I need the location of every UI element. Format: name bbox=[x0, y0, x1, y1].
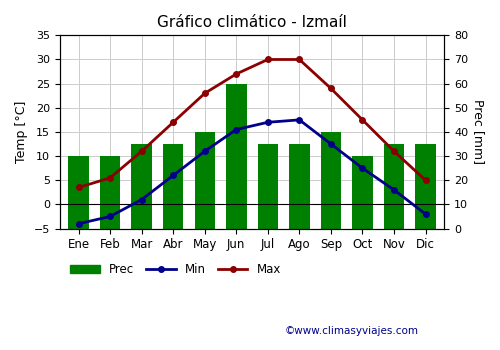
Bar bbox=[132, 144, 152, 229]
Max bbox=[265, 57, 271, 62]
Max bbox=[234, 72, 239, 76]
Min bbox=[170, 173, 176, 177]
Min bbox=[202, 149, 208, 153]
Min bbox=[234, 127, 239, 132]
Bar bbox=[226, 84, 246, 229]
Bar bbox=[352, 156, 372, 229]
Min bbox=[328, 142, 334, 146]
Max bbox=[170, 120, 176, 124]
Title: Gráfico climático - Izmaíl: Gráfico climático - Izmaíl bbox=[157, 15, 347, 30]
Min bbox=[360, 166, 366, 170]
Min bbox=[107, 215, 113, 219]
Max bbox=[360, 118, 366, 122]
Bar bbox=[320, 132, 341, 229]
Min bbox=[76, 222, 82, 226]
Max bbox=[422, 178, 428, 182]
Bar bbox=[289, 144, 310, 229]
Line: Min: Min bbox=[76, 117, 428, 226]
Max bbox=[296, 57, 302, 62]
Bar bbox=[258, 144, 278, 229]
Max bbox=[202, 91, 208, 96]
Max bbox=[76, 186, 82, 190]
Max bbox=[138, 149, 144, 153]
Text: ©www.climasyviajes.com: ©www.climasyviajes.com bbox=[285, 326, 419, 336]
Min bbox=[422, 212, 428, 216]
Max bbox=[107, 176, 113, 180]
Bar bbox=[384, 144, 404, 229]
Max bbox=[328, 86, 334, 91]
Bar bbox=[100, 156, 120, 229]
Bar bbox=[416, 144, 436, 229]
Y-axis label: Temp [°C]: Temp [°C] bbox=[15, 101, 28, 163]
Bar bbox=[163, 144, 184, 229]
Line: Max: Max bbox=[76, 57, 428, 190]
Min bbox=[391, 188, 397, 192]
Y-axis label: Prec [mm]: Prec [mm] bbox=[472, 99, 485, 164]
Bar bbox=[194, 132, 215, 229]
Min bbox=[296, 118, 302, 122]
Max bbox=[391, 149, 397, 153]
Min bbox=[138, 197, 144, 202]
Bar bbox=[68, 156, 89, 229]
Legend: Prec, Min, Max: Prec, Min, Max bbox=[66, 258, 286, 281]
Min bbox=[265, 120, 271, 124]
